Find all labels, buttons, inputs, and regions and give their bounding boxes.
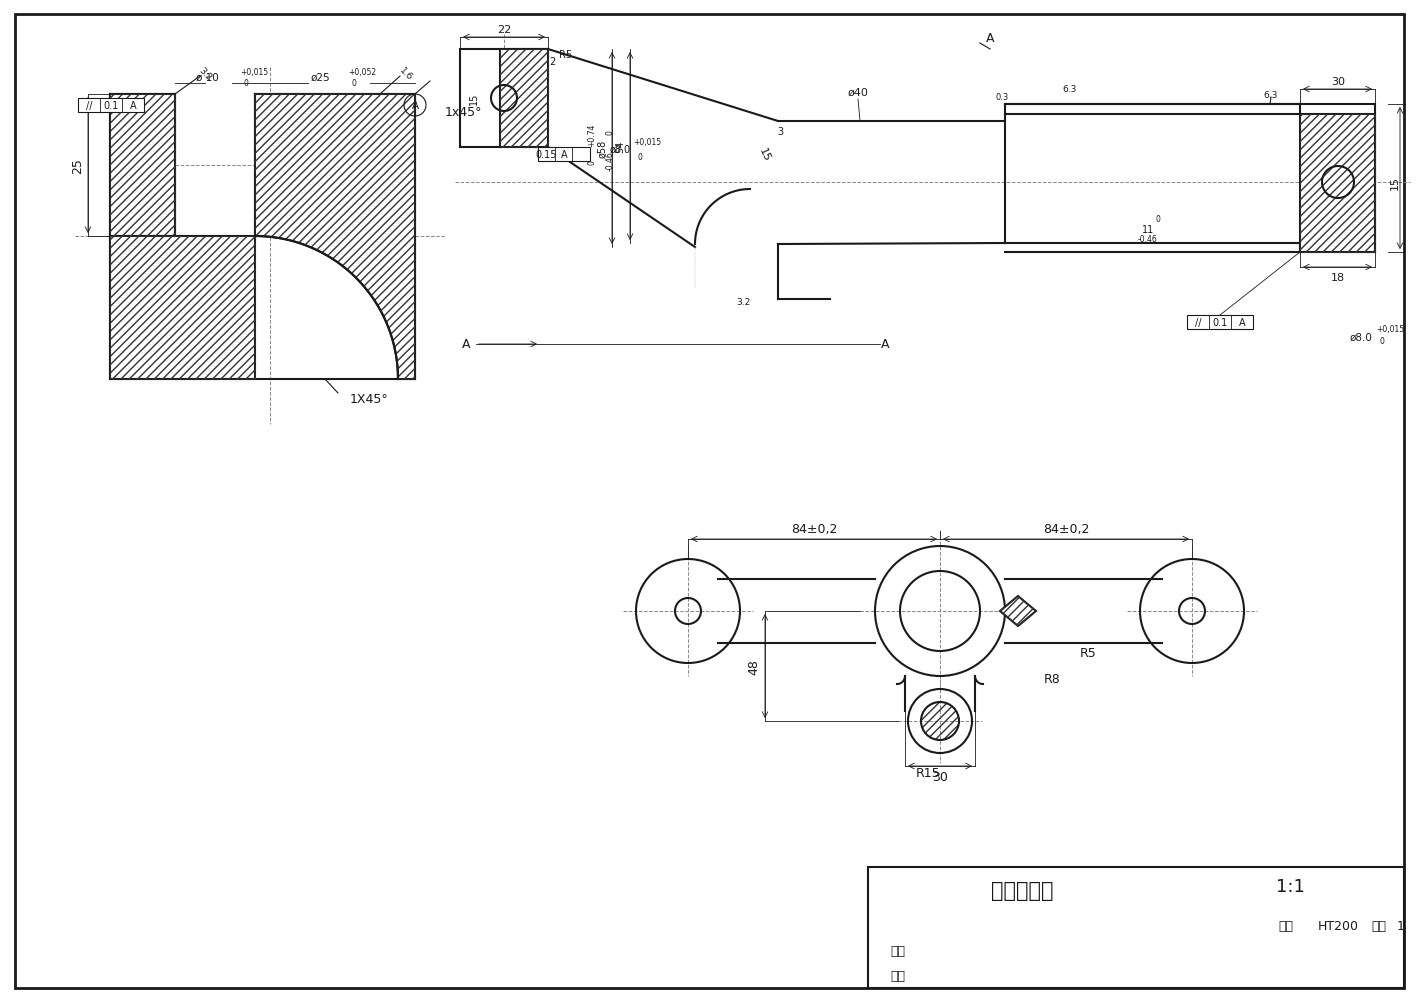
Text: 材料: 材料 [1279,920,1294,933]
Text: -0.46: -0.46 [1138,236,1158,245]
Text: 0: 0 [244,79,248,88]
Text: R5: R5 [559,50,572,60]
Text: 6.3: 6.3 [1063,85,1077,94]
Bar [538,147,590,161]
Text: HT200: HT200 [1317,920,1358,933]
Text: 15: 15 [758,146,772,163]
Text: +0,015: +0,015 [633,138,661,147]
Text: 件数: 件数 [1372,920,1386,933]
Bar [868,868,1403,988]
Text: //: // [1195,318,1202,328]
Text: 0: 0 [1381,337,1385,346]
Text: +0,015: +0,015 [1376,325,1405,334]
Polygon shape [1000,597,1036,627]
Text: ø25: ø25 [311,73,329,83]
Text: 0: 0 [637,152,641,161]
Text: 1X45°: 1X45° [350,393,389,406]
Text: 15: 15 [470,92,480,105]
Text: 3: 3 [778,126,783,136]
Text: R15: R15 [915,766,941,779]
Text: ø8.0: ø8.0 [1349,333,1372,343]
Text: //: // [85,101,92,111]
Text: 2: 2 [549,57,555,67]
Text: 1.6: 1.6 [397,65,414,82]
Text: +0,052: +0,052 [348,67,376,76]
Text: 0: 0 [352,79,356,88]
Text: 0.15: 0.15 [535,149,556,159]
Polygon shape [111,237,255,379]
Text: 48: 48 [748,658,761,674]
Text: A: A [129,101,136,111]
Text: ø40: ø40 [847,88,868,98]
Text: ø8.0: ø8.0 [610,144,631,154]
Text: 18: 18 [1331,273,1345,283]
Text: 0: 0 [1155,216,1161,225]
Text: A: A [461,338,470,351]
Text: R8: R8 [1043,673,1060,686]
Text: 15: 15 [1391,176,1401,190]
Text: ø58: ø58 [597,139,607,157]
Text: A: A [1239,318,1246,328]
Polygon shape [499,50,548,147]
Text: A: A [986,31,995,44]
Text: 25: 25 [71,157,85,174]
Text: +0.74: +0.74 [587,123,596,146]
Text: 0.3: 0.3 [995,92,1009,101]
Polygon shape [255,95,414,379]
Text: ø 10: ø 10 [196,73,219,83]
Text: 杠杆零件图: 杠杆零件图 [990,880,1053,900]
Polygon shape [1300,115,1375,253]
Text: 3.2: 3.2 [197,66,213,82]
Text: 6.3: 6.3 [1264,90,1279,99]
Text: 22: 22 [497,25,511,35]
Text: 84±0,2: 84±0,2 [1043,523,1090,536]
Text: R5: R5 [1080,647,1097,660]
Text: 0.1: 0.1 [104,101,119,111]
Text: 54: 54 [614,140,624,153]
Polygon shape [111,95,175,237]
Text: 30: 30 [932,770,948,783]
Text: 审核: 审核 [890,969,905,982]
Text: 84±0,2: 84±0,2 [790,523,837,536]
Text: 1x45°: 1x45° [446,106,482,119]
Text: 制图: 制图 [890,945,905,958]
Text: A: A [561,149,568,159]
Text: 0.1: 0.1 [1212,318,1227,328]
Text: 30: 30 [1331,77,1345,87]
Text: 0: 0 [587,160,596,165]
Text: 1: 1 [1398,920,1405,933]
Text: 0: 0 [606,130,614,135]
Text: 11: 11 [1142,225,1154,235]
Bar [78,99,143,113]
Text: A: A [412,101,419,111]
Text: A: A [881,338,890,351]
Bar [1188,316,1253,330]
Text: -0.46: -0.46 [606,151,614,171]
Text: 3.2: 3.2 [736,298,751,307]
Text: +0,015: +0,015 [240,67,268,76]
Text: 1:1: 1:1 [1276,878,1304,895]
